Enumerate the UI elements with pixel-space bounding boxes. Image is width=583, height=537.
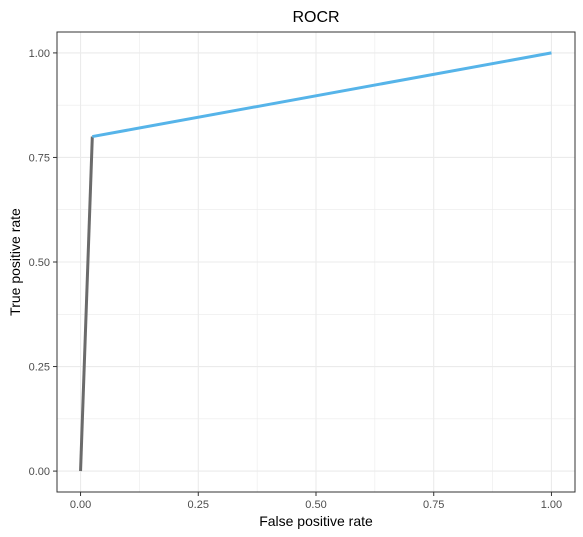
roc-curve-segment-2: [92, 51, 552, 139]
roc-curve-segment-1: [79, 136, 94, 472]
x-axis-ticks: 0.00 0.25 0.50 0.75 1.00: [70, 492, 562, 511]
y-tick-label: 0.00: [29, 466, 50, 478]
x-axis-title: False positive rate: [259, 513, 373, 529]
major-gridlines: [57, 32, 575, 492]
x-tick-label: 0.25: [188, 499, 209, 511]
series-layer: [79, 51, 552, 472]
y-tick-label: 1.00: [29, 48, 50, 60]
y-axis-title: True positive rate: [7, 208, 23, 316]
y-tick-label: 0.25: [29, 362, 50, 374]
y-tick-label: 0.50: [29, 257, 50, 269]
x-tick-label: 0.00: [70, 499, 91, 511]
y-axis-ticks: 0.00 0.25 0.50 0.75 1.00: [29, 48, 57, 478]
x-tick-label: 0.50: [305, 499, 326, 511]
chart-title: ROCR: [292, 9, 339, 26]
x-tick-label: 1.00: [541, 499, 562, 511]
y-tick-label: 0.75: [29, 152, 50, 164]
x-tick-label: 0.75: [423, 499, 444, 511]
